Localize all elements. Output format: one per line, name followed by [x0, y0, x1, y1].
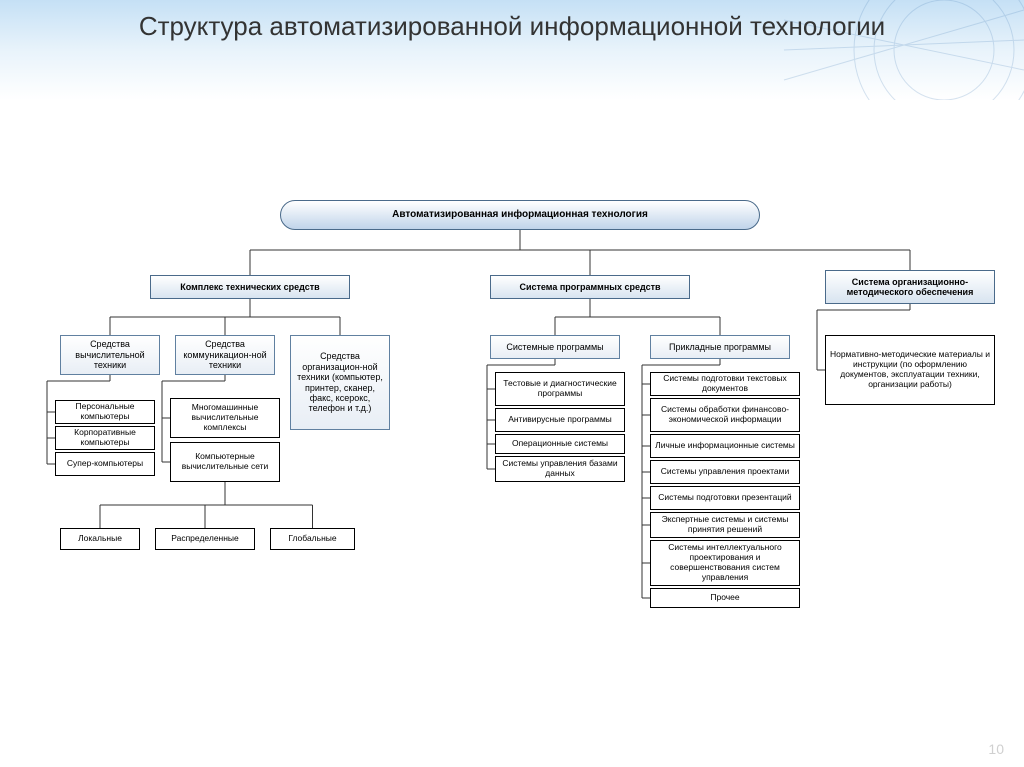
node-corp: Корпоративные компьютеры [55, 426, 155, 450]
node-l3_sys: Системные программы [490, 335, 620, 359]
node-super: Супер-компьютеры [55, 452, 155, 476]
slide-number: 10 [988, 741, 1004, 757]
node-sp2: Антивирусные программы [495, 408, 625, 432]
node-l3_orgt: Средства организацион-ной техники (компь… [290, 335, 390, 430]
node-ap3: Личные информационные системы [650, 434, 800, 458]
node-l3_calc: Средства вычислительной техники [60, 335, 160, 375]
node-sp4: Системы управления базами данных [495, 456, 625, 482]
node-l2_soft: Система программных средств [490, 275, 690, 299]
node-ap7: Системы интеллектуального проектирования… [650, 540, 800, 586]
node-ap2: Системы обработки финансово-экономическо… [650, 398, 800, 432]
node-ap1: Системы подготовки текстовых документов [650, 372, 800, 396]
node-l3_app: Прикладные программы [650, 335, 790, 359]
node-ap6: Экспертные системы и системы принятия ре… [650, 512, 800, 538]
node-root: Автоматизированная информационная технол… [280, 200, 760, 230]
node-ap8: Прочее [650, 588, 800, 608]
node-local: Локальные [60, 528, 140, 550]
node-nets: Компьютерные вычислительные сети [170, 442, 280, 482]
node-l2_org: Система организационно-методического обе… [825, 270, 995, 304]
node-pc: Персональные компьютеры [55, 400, 155, 424]
node-l2_tech: Комплекс технических средств [150, 275, 350, 299]
node-global: Глобальные [270, 528, 355, 550]
node-sp1: Тестовые и диагностические программы [495, 372, 625, 406]
node-l3_norm: Нормативно-методические материалы и инст… [825, 335, 995, 405]
page-title: Структура автоматизированной информацион… [0, 10, 1024, 44]
node-l3_comm: Средства коммуникацион-ной техники [175, 335, 275, 375]
node-ap5: Системы подготовки презентаций [650, 486, 800, 510]
node-distr: Распределенные [155, 528, 255, 550]
node-multim: Многомашинные вычислительные комплексы [170, 398, 280, 438]
node-ap4: Системы управления проектами [650, 460, 800, 484]
node-sp3: Операционные системы [495, 434, 625, 454]
